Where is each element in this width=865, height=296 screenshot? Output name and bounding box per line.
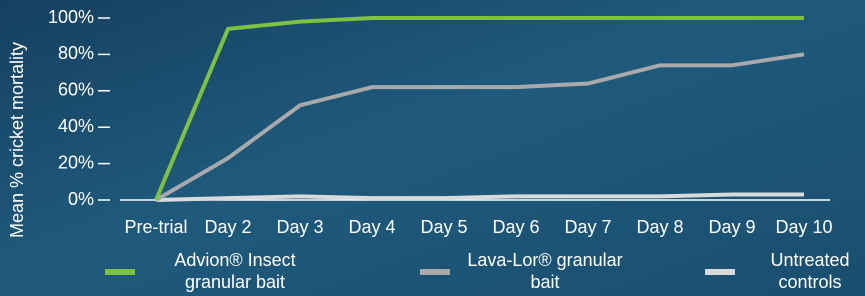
chart: Mean % cricket mortality 0% 20% 40% 60% 80% 1…: [0, 0, 865, 296]
x-tick-label: Day 5: [420, 217, 467, 237]
x-tick-label: Day 4: [348, 217, 395, 237]
legend-swatch: [420, 269, 450, 275]
x-tick-label: Day 9: [708, 217, 755, 237]
y-axis-label: Mean % cricket mortality: [7, 42, 27, 238]
legend-label: Untreated controls: [745, 249, 865, 293]
legend-label: Advion® Insect granular bait: [150, 249, 320, 293]
legend-label: Lava-Lor® granular bait: [460, 249, 630, 293]
y-tick-label: 100%: [48, 7, 94, 27]
x-tick-label: Pre-trial: [124, 217, 187, 237]
y-tick-label: 0%: [68, 189, 94, 209]
legend-swatch: [105, 269, 135, 275]
series-line: [156, 18, 804, 200]
y-tick-label: 80%: [58, 43, 94, 63]
x-tick-label: Day 8: [636, 217, 683, 237]
series-line: [156, 54, 804, 200]
legend-swatch: [705, 269, 735, 275]
x-tick-label: Day 2: [204, 217, 251, 237]
series-line: [156, 195, 804, 200]
chart-panel: Mean % cricket mortality 0% 20% 40% 60% 80% 1…: [0, 0, 865, 296]
x-tick-label: Day 6: [492, 217, 539, 237]
x-tick-label: Day 7: [564, 217, 611, 237]
y-tick-label: 60%: [58, 80, 94, 100]
y-tick-label: 40%: [58, 116, 94, 136]
x-tick-label: Day 3: [276, 217, 323, 237]
y-tick-label: 20%: [58, 152, 94, 172]
x-tick-label: Day 10: [775, 217, 832, 237]
